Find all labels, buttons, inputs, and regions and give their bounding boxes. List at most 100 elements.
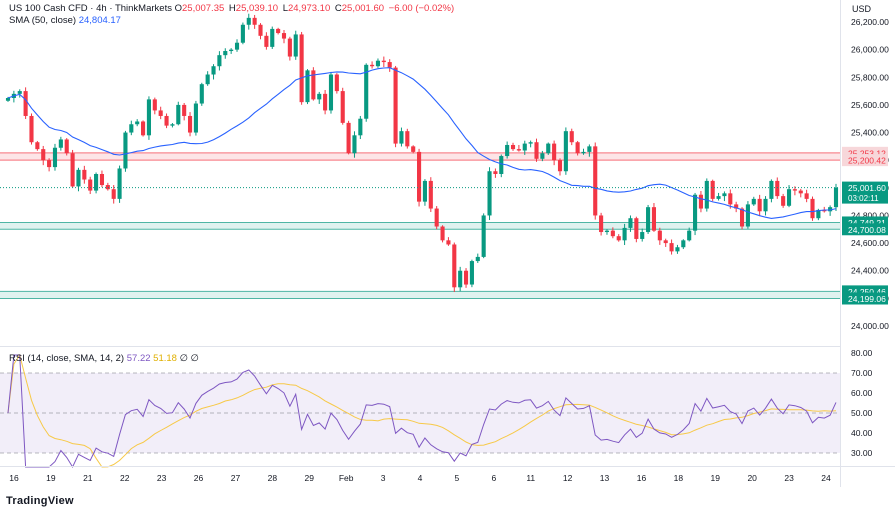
candle-body bbox=[604, 230, 610, 233]
candle-body bbox=[199, 84, 204, 104]
candle bbox=[264, 32, 269, 50]
candle bbox=[305, 69, 310, 105]
candle bbox=[229, 48, 234, 54]
candle bbox=[129, 120, 134, 136]
candle bbox=[663, 238, 668, 247]
candle-body bbox=[587, 146, 592, 152]
candle-body bbox=[170, 124, 175, 126]
candle bbox=[317, 91, 322, 104]
time-tick-label: 16 bbox=[637, 473, 647, 483]
candle-body bbox=[99, 174, 105, 186]
candle bbox=[340, 87, 345, 125]
candle-body bbox=[434, 208, 439, 227]
candle-body bbox=[29, 115, 34, 143]
candle-body bbox=[370, 64, 375, 67]
candle bbox=[417, 148, 422, 207]
time-tick-label: 18 bbox=[674, 473, 684, 483]
candle bbox=[463, 268, 469, 288]
last-price-tag-bg bbox=[842, 181, 888, 204]
rsi-legend[interactable]: RSI (14, close, SMA, 14, 2) 57.22 51.18 … bbox=[9, 353, 199, 364]
candle bbox=[117, 165, 122, 203]
candle bbox=[364, 63, 369, 122]
price-tick-label: 24,000.00 bbox=[851, 321, 889, 331]
candle-body bbox=[375, 60, 381, 67]
candle-body bbox=[687, 230, 692, 241]
candle-body bbox=[622, 227, 627, 241]
candle-body bbox=[35, 142, 40, 150]
candle bbox=[152, 97, 157, 115]
candle bbox=[587, 144, 592, 157]
rsi-tick-label: 40.00 bbox=[851, 428, 873, 438]
candle bbox=[35, 140, 40, 151]
price-tick-label: 26,000.00 bbox=[851, 45, 889, 55]
candle-body bbox=[651, 207, 657, 231]
candle-body bbox=[458, 270, 463, 288]
candle-body bbox=[722, 193, 727, 197]
candle-body bbox=[599, 215, 604, 233]
candle bbox=[64, 138, 69, 156]
candle-body bbox=[129, 124, 134, 133]
candle-body bbox=[469, 261, 474, 285]
candle bbox=[716, 192, 721, 201]
candle-body bbox=[510, 144, 516, 150]
candle bbox=[381, 56, 386, 68]
rsi-tick-label: 70.00 bbox=[851, 368, 873, 378]
candle bbox=[94, 172, 99, 194]
candle bbox=[234, 39, 240, 52]
candle bbox=[557, 158, 563, 176]
candle-body bbox=[828, 207, 833, 212]
candle bbox=[428, 177, 433, 212]
price-tick-label: 25,800.00 bbox=[851, 72, 889, 82]
candle-body bbox=[757, 198, 762, 212]
candle-body bbox=[693, 194, 698, 231]
tradingview-logo[interactable]: TradingView bbox=[6, 495, 74, 507]
candle-body bbox=[704, 180, 709, 209]
rsi-sma-line bbox=[7, 353, 837, 468]
candle bbox=[246, 13, 251, 30]
candle-body bbox=[540, 153, 545, 159]
candle bbox=[29, 113, 34, 145]
candle-body bbox=[41, 149, 46, 161]
candle-body bbox=[311, 70, 316, 100]
candle-body bbox=[681, 240, 686, 248]
candle-body bbox=[393, 67, 398, 144]
candle bbox=[616, 234, 621, 242]
candle-body bbox=[475, 256, 480, 262]
candle-body bbox=[328, 74, 334, 111]
time-tick-label: 23 bbox=[157, 473, 167, 483]
candle bbox=[440, 225, 445, 243]
candle-body bbox=[141, 121, 146, 136]
candle bbox=[475, 253, 480, 263]
candle-body bbox=[487, 171, 492, 216]
candle bbox=[370, 61, 375, 69]
candle bbox=[528, 140, 533, 148]
symbol-title[interactable]: US 100 Cash CFD · 4h · ThinkMarkets bbox=[9, 3, 172, 14]
candle bbox=[563, 127, 568, 175]
candle bbox=[763, 196, 768, 216]
candle bbox=[734, 201, 739, 213]
candle-body bbox=[440, 226, 445, 241]
sma-legend[interactable]: SMA (50, close) 24,804.17 bbox=[9, 15, 121, 26]
candle-body bbox=[387, 62, 392, 68]
candle bbox=[493, 168, 498, 178]
candle bbox=[240, 22, 245, 45]
candle-body bbox=[810, 198, 815, 219]
candle bbox=[499, 154, 504, 178]
candle-body bbox=[358, 118, 363, 136]
candle bbox=[434, 206, 439, 230]
candle bbox=[581, 148, 586, 155]
candle-body bbox=[258, 24, 263, 36]
candle-body bbox=[833, 187, 839, 208]
candle bbox=[804, 189, 809, 203]
pane-divider[interactable] bbox=[0, 346, 840, 347]
candle bbox=[657, 227, 662, 245]
candle bbox=[146, 96, 151, 140]
rsi-value: 57.22 bbox=[126, 353, 151, 364]
time-tick-label: 27 bbox=[231, 473, 241, 483]
candle-body bbox=[246, 17, 251, 25]
candle bbox=[82, 165, 87, 184]
candle-body bbox=[334, 74, 339, 92]
support1-low-label-bg bbox=[842, 223, 888, 236]
time-tick-label: 4 bbox=[418, 473, 423, 483]
